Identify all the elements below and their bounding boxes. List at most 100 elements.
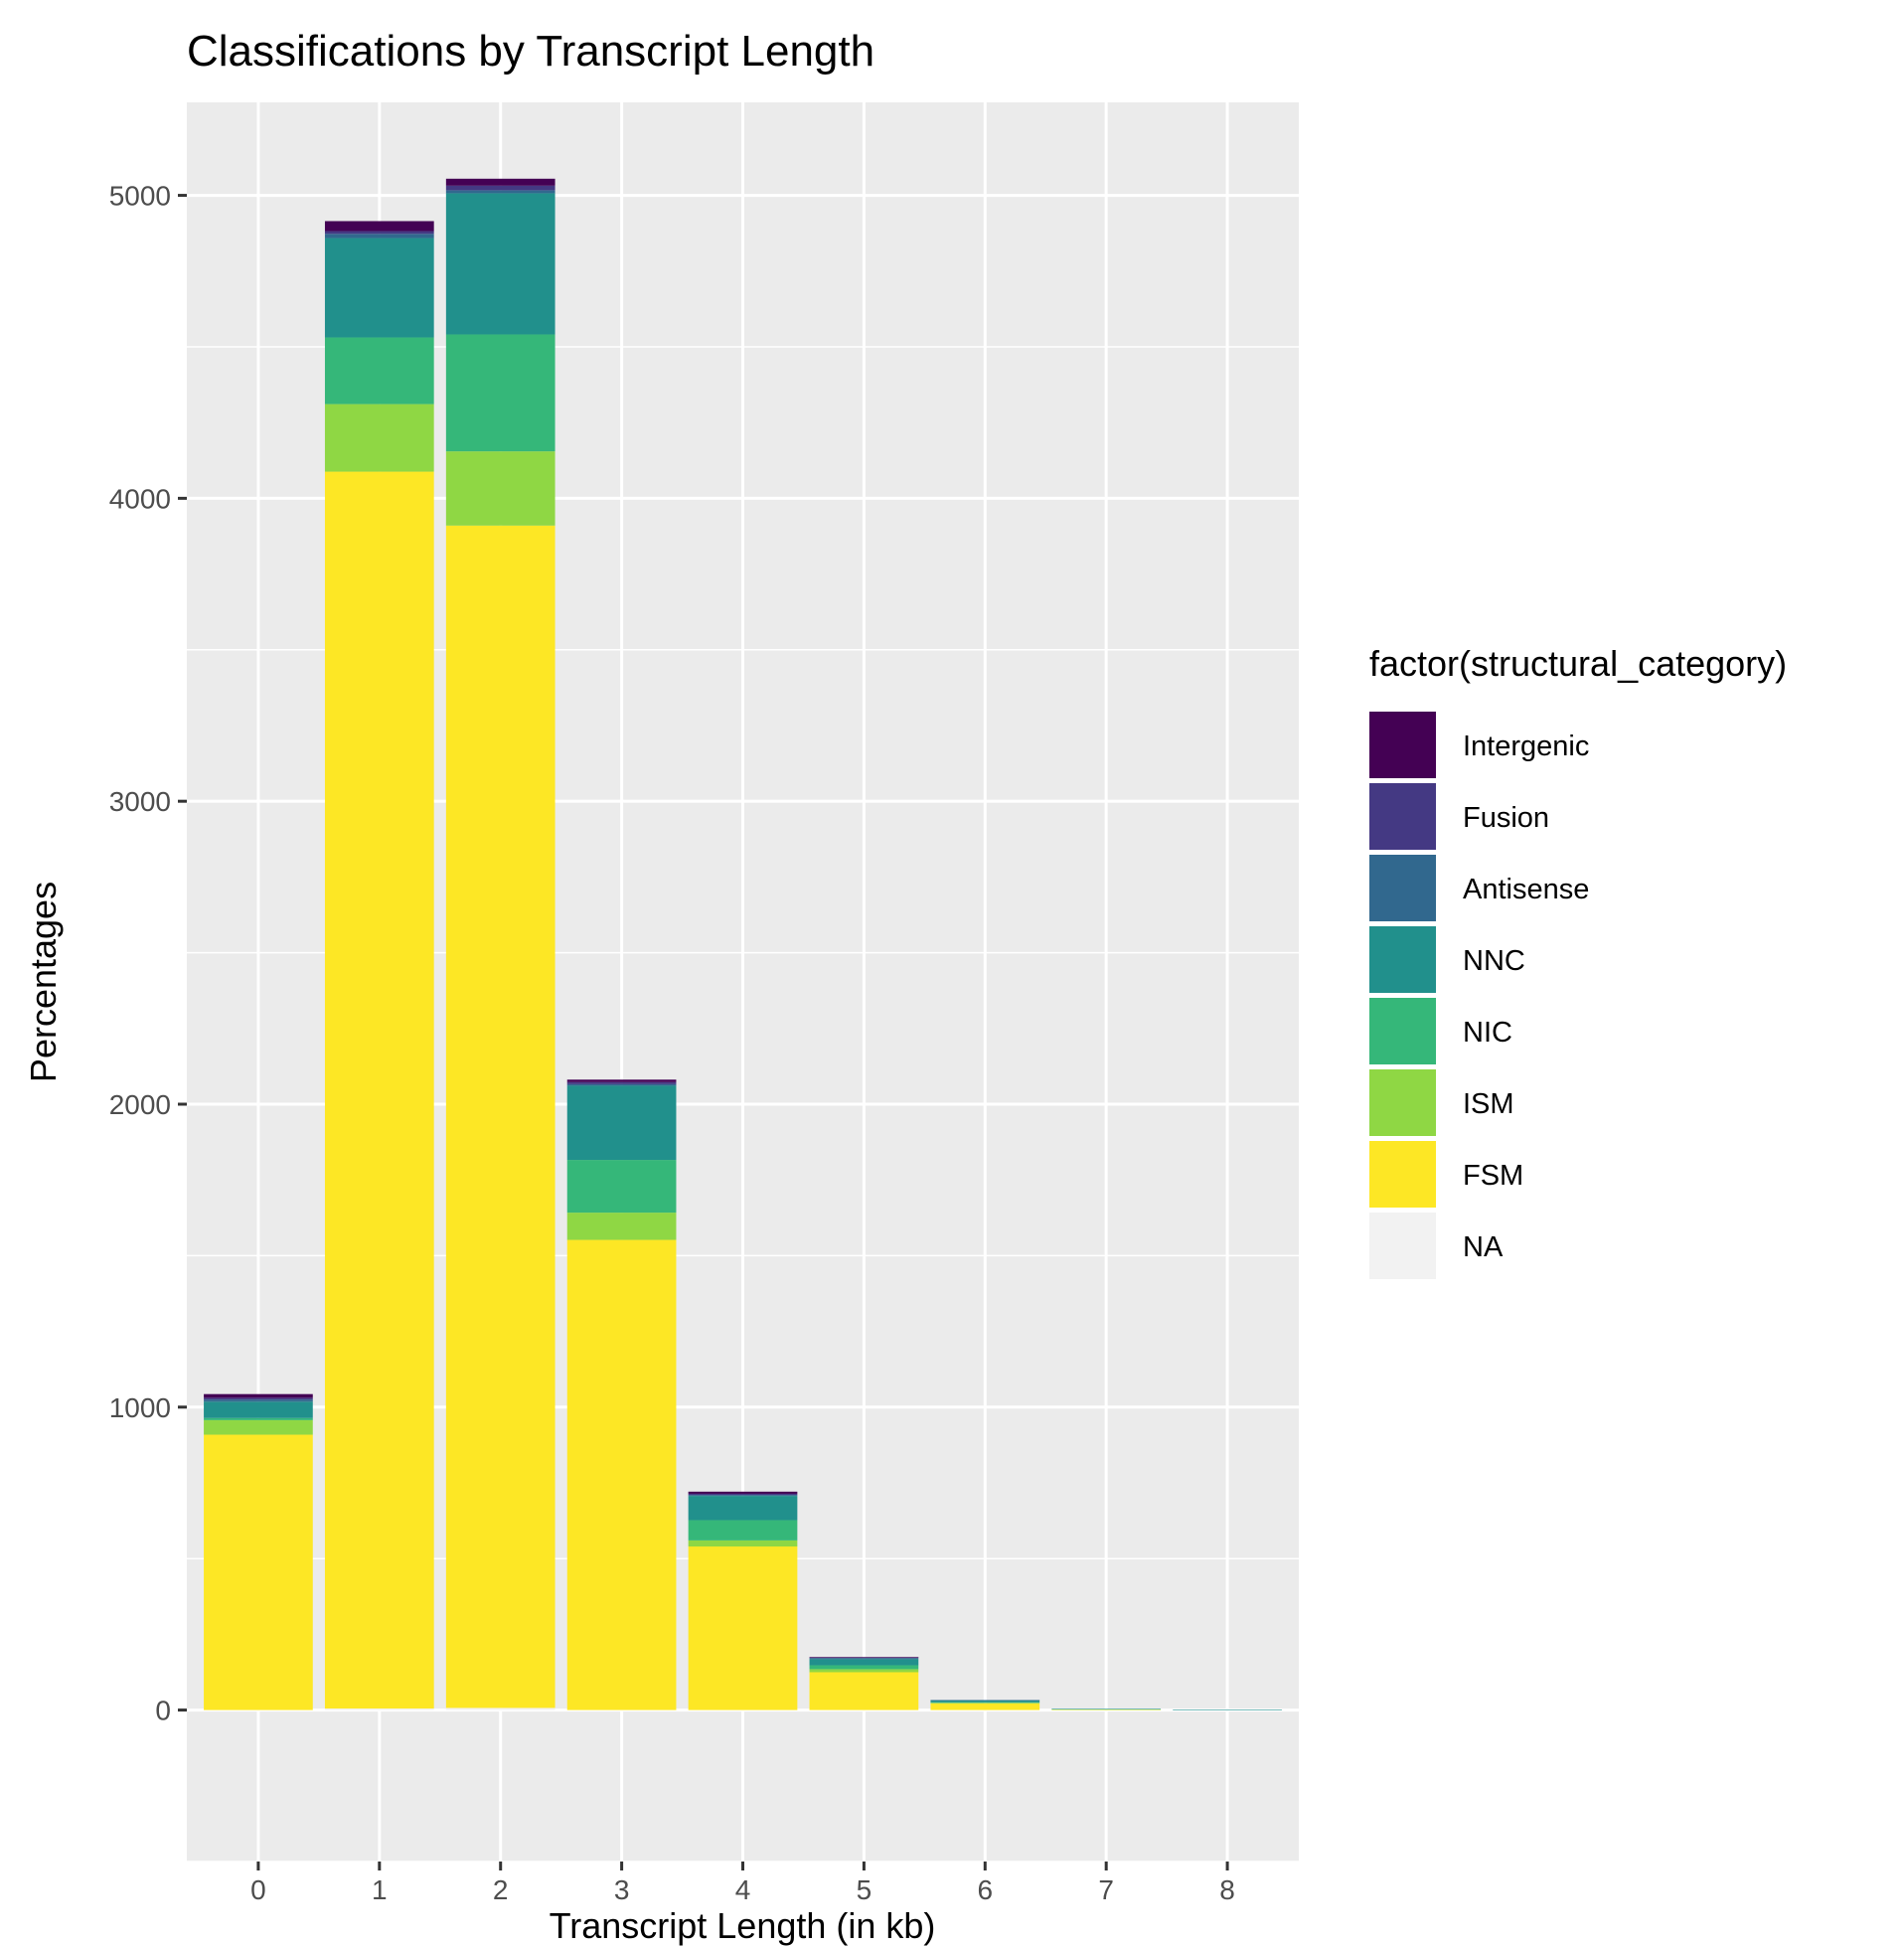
legend-items: Intergenic Fusion Antisense NNC NIC ISM FSM NA xyxy=(1369,712,1589,1279)
legend-key-intergenic xyxy=(1369,712,1436,778)
bar-segment-fusion-2 xyxy=(445,185,555,191)
bar-segment-ism-1 xyxy=(324,404,434,472)
legend-item-fsm: FSM xyxy=(1369,1141,1523,1208)
bar-segment-antisense-5 xyxy=(809,1658,919,1660)
x-tick-label: 8 xyxy=(1219,1874,1235,1905)
bar-segment-fsm-5 xyxy=(809,1672,919,1710)
bar-segment-fsm-0 xyxy=(204,1434,313,1710)
legend-label: NA xyxy=(1463,1231,1504,1263)
y-tick-label: 0 xyxy=(155,1696,171,1726)
x-tick-label: 3 xyxy=(614,1874,630,1905)
legend-label: Antisense xyxy=(1463,874,1589,905)
bar-segment-antisense-1 xyxy=(324,234,434,239)
legend-item-ism: ISM xyxy=(1369,1069,1514,1136)
bar-segment-nnc-8 xyxy=(1173,1708,1282,1710)
legend-key-nic xyxy=(1369,998,1436,1064)
x-axis: 0 1 2 3 4 5 6 7 8 xyxy=(250,1862,1235,1905)
x-tick-label: 4 xyxy=(735,1874,751,1905)
legend-label: NNC xyxy=(1463,945,1525,977)
bar-stack-5 xyxy=(809,1657,919,1710)
bar-segment-nnc-7 xyxy=(1051,1708,1162,1709)
bar-segment-intergenic-4 xyxy=(688,1491,798,1494)
bar-segment-ism-2 xyxy=(445,451,555,526)
legend-key-fusion xyxy=(1369,783,1436,850)
bar-segment-intergenic-2 xyxy=(445,178,555,186)
y-tick-label: 1000 xyxy=(109,1392,171,1423)
bar-segment-nnc-0 xyxy=(204,1401,313,1418)
x-axis-title: Transcript Length (in kb) xyxy=(550,1905,936,1946)
bar-segment-ism-5 xyxy=(809,1669,919,1673)
bar-segment-ism-7 xyxy=(1051,1708,1162,1710)
bars xyxy=(204,178,1282,1710)
bar-segment-fsm-1 xyxy=(324,471,434,1709)
bar-segment-fusion-1 xyxy=(324,231,434,235)
bar-segment-nnc-2 xyxy=(445,193,555,335)
legend-item-nic: NIC xyxy=(1369,998,1512,1064)
bar-segment-intergenic-0 xyxy=(204,1393,313,1398)
bar-segment-ism-0 xyxy=(204,1419,313,1435)
bar-segment-fsm-2 xyxy=(445,525,555,1708)
bar-stack-8 xyxy=(1173,1708,1282,1710)
bar-segment-antisense-6 xyxy=(930,1700,1040,1702)
legend-key-na xyxy=(1369,1213,1436,1279)
legend-key-ism xyxy=(1369,1069,1436,1136)
bar-segment-ism-3 xyxy=(566,1213,677,1240)
y-tick-label: 3000 xyxy=(109,786,171,817)
bar-stack-4 xyxy=(688,1491,798,1710)
legend-item-intergenic: Intergenic xyxy=(1369,712,1589,778)
bar-segment-nic-5 xyxy=(809,1665,919,1670)
bar-segment-nnc-1 xyxy=(324,238,434,338)
bar-segment-nnc-5 xyxy=(809,1659,919,1666)
y-axis: 0 1000 2000 3000 4000 5000 xyxy=(109,181,187,1726)
x-tick-label: 6 xyxy=(978,1874,994,1905)
bar-segment-fsm-4 xyxy=(688,1546,798,1710)
bar-segment-na-2 xyxy=(445,1707,555,1710)
legend-label: NIC xyxy=(1463,1017,1512,1049)
x-tick-label: 2 xyxy=(493,1874,509,1905)
legend-title: factor(structural_category) xyxy=(1369,643,1787,684)
bar-segment-nic-4 xyxy=(688,1520,798,1541)
legend-label: FSM xyxy=(1463,1160,1523,1192)
legend-key-nnc xyxy=(1369,926,1436,993)
bar-segment-fusion-5 xyxy=(809,1657,919,1659)
legend-item-fusion: Fusion xyxy=(1369,783,1549,850)
bar-stack-1 xyxy=(324,221,434,1710)
legend-label: Fusion xyxy=(1463,802,1549,834)
bar-segment-nic-1 xyxy=(324,337,434,405)
y-tick-label: 4000 xyxy=(109,483,171,514)
bar-segment-antisense-4 xyxy=(688,1495,798,1497)
legend-item-antisense: Antisense xyxy=(1369,855,1589,921)
bar-segment-antisense-0 xyxy=(204,1399,313,1402)
bar-stack-2 xyxy=(445,178,555,1710)
bar-segment-ism-4 xyxy=(688,1540,798,1547)
bar-segment-fusion-3 xyxy=(566,1081,677,1084)
legend: factor(structural_category) Intergenic Fu… xyxy=(1369,643,1787,1279)
bar-segment-fusion-4 xyxy=(688,1493,798,1496)
bar-segment-fusion-0 xyxy=(204,1397,313,1400)
legend-label: ISM xyxy=(1463,1088,1514,1120)
x-tick-label: 7 xyxy=(1098,1874,1114,1905)
legend-item-nnc: NNC xyxy=(1369,926,1525,993)
y-axis-title: Percentages xyxy=(23,882,64,1082)
legend-item-na: NA xyxy=(1369,1213,1504,1279)
y-tick-label: 2000 xyxy=(109,1089,171,1120)
bar-segment-nnc-4 xyxy=(688,1496,798,1521)
x-tick-label: 1 xyxy=(372,1874,388,1905)
bar-stack-6 xyxy=(930,1700,1040,1710)
chart-title: Classifications by Transcript Length xyxy=(187,27,874,76)
bar-stack-0 xyxy=(204,1393,313,1710)
bar-segment-nic-2 xyxy=(445,334,555,452)
bar-segment-intergenic-3 xyxy=(566,1079,677,1082)
bar-segment-nic-3 xyxy=(566,1160,677,1214)
bar-segment-fsm-3 xyxy=(566,1239,677,1710)
bar-segment-nnc-3 xyxy=(566,1085,677,1161)
bar-stack-3 xyxy=(566,1079,677,1710)
legend-label: Intergenic xyxy=(1463,730,1589,762)
bar-segment-nnc-6 xyxy=(930,1700,1040,1703)
bar-segment-ism-6 xyxy=(930,1703,1040,1704)
bar-segment-fsm-6 xyxy=(930,1703,1040,1710)
y-tick-label: 5000 xyxy=(109,181,171,212)
bar-segment-nic-6 xyxy=(930,1702,1040,1704)
bar-segment-intergenic-5 xyxy=(809,1657,919,1658)
